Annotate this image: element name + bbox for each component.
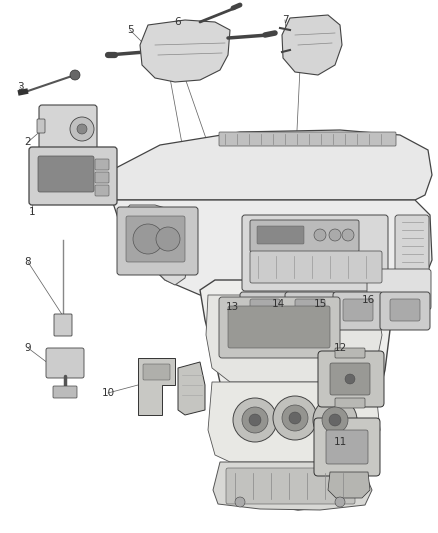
FancyBboxPatch shape xyxy=(335,398,365,408)
Circle shape xyxy=(133,224,163,254)
Text: 16: 16 xyxy=(361,295,374,305)
Circle shape xyxy=(345,374,355,384)
FancyBboxPatch shape xyxy=(95,172,109,183)
FancyBboxPatch shape xyxy=(257,226,304,244)
FancyBboxPatch shape xyxy=(330,363,370,395)
Text: 3: 3 xyxy=(17,82,23,92)
FancyBboxPatch shape xyxy=(295,299,325,321)
Circle shape xyxy=(335,497,345,507)
Circle shape xyxy=(242,407,268,433)
FancyBboxPatch shape xyxy=(314,418,380,476)
FancyBboxPatch shape xyxy=(250,251,382,283)
FancyBboxPatch shape xyxy=(54,314,72,336)
FancyBboxPatch shape xyxy=(390,299,420,321)
FancyBboxPatch shape xyxy=(95,159,109,170)
FancyBboxPatch shape xyxy=(343,299,373,321)
Text: 13: 13 xyxy=(226,302,239,312)
Polygon shape xyxy=(178,362,205,415)
Text: 1: 1 xyxy=(28,207,35,217)
FancyBboxPatch shape xyxy=(53,386,77,398)
Polygon shape xyxy=(208,382,380,462)
Text: 12: 12 xyxy=(333,343,346,353)
Circle shape xyxy=(342,229,354,241)
FancyBboxPatch shape xyxy=(333,292,383,330)
Polygon shape xyxy=(112,130,432,200)
FancyBboxPatch shape xyxy=(367,269,431,310)
Text: 6: 6 xyxy=(175,17,181,27)
Circle shape xyxy=(282,405,308,431)
Circle shape xyxy=(77,124,87,134)
FancyBboxPatch shape xyxy=(285,292,335,330)
FancyBboxPatch shape xyxy=(335,348,365,358)
FancyBboxPatch shape xyxy=(219,132,396,146)
FancyBboxPatch shape xyxy=(29,147,117,205)
FancyBboxPatch shape xyxy=(46,348,84,378)
Circle shape xyxy=(289,412,301,424)
FancyBboxPatch shape xyxy=(228,306,330,348)
FancyBboxPatch shape xyxy=(117,207,198,275)
FancyBboxPatch shape xyxy=(143,364,170,380)
FancyBboxPatch shape xyxy=(380,292,430,330)
Text: 9: 9 xyxy=(25,343,31,353)
FancyBboxPatch shape xyxy=(38,156,94,192)
Text: 2: 2 xyxy=(25,137,31,147)
Polygon shape xyxy=(213,462,372,510)
Text: 10: 10 xyxy=(102,388,115,398)
FancyBboxPatch shape xyxy=(37,119,45,133)
Circle shape xyxy=(322,407,348,433)
Circle shape xyxy=(235,497,245,507)
FancyBboxPatch shape xyxy=(226,468,355,504)
Polygon shape xyxy=(140,20,230,82)
Circle shape xyxy=(314,229,326,241)
FancyBboxPatch shape xyxy=(39,105,97,153)
FancyBboxPatch shape xyxy=(250,299,280,321)
FancyBboxPatch shape xyxy=(126,216,185,262)
Circle shape xyxy=(249,414,261,426)
Polygon shape xyxy=(200,280,390,510)
FancyBboxPatch shape xyxy=(326,430,368,464)
Circle shape xyxy=(156,227,180,251)
FancyBboxPatch shape xyxy=(95,185,109,196)
Polygon shape xyxy=(138,358,175,415)
Text: 15: 15 xyxy=(313,299,327,309)
Circle shape xyxy=(70,117,94,141)
Polygon shape xyxy=(118,205,190,285)
FancyBboxPatch shape xyxy=(219,297,340,358)
Polygon shape xyxy=(282,15,342,75)
Polygon shape xyxy=(206,295,382,382)
Circle shape xyxy=(329,229,341,241)
FancyBboxPatch shape xyxy=(242,215,388,291)
Circle shape xyxy=(313,398,357,442)
Circle shape xyxy=(70,70,80,80)
FancyBboxPatch shape xyxy=(318,351,384,407)
Polygon shape xyxy=(328,472,370,498)
Circle shape xyxy=(273,396,317,440)
Circle shape xyxy=(233,398,277,442)
Text: 7: 7 xyxy=(282,15,288,25)
Text: 11: 11 xyxy=(333,437,346,447)
Circle shape xyxy=(329,414,341,426)
Text: 14: 14 xyxy=(272,299,285,309)
FancyBboxPatch shape xyxy=(395,215,429,273)
Polygon shape xyxy=(112,200,432,312)
FancyBboxPatch shape xyxy=(240,292,290,330)
FancyBboxPatch shape xyxy=(250,220,359,252)
Text: 8: 8 xyxy=(25,257,31,267)
Text: 5: 5 xyxy=(127,25,133,35)
